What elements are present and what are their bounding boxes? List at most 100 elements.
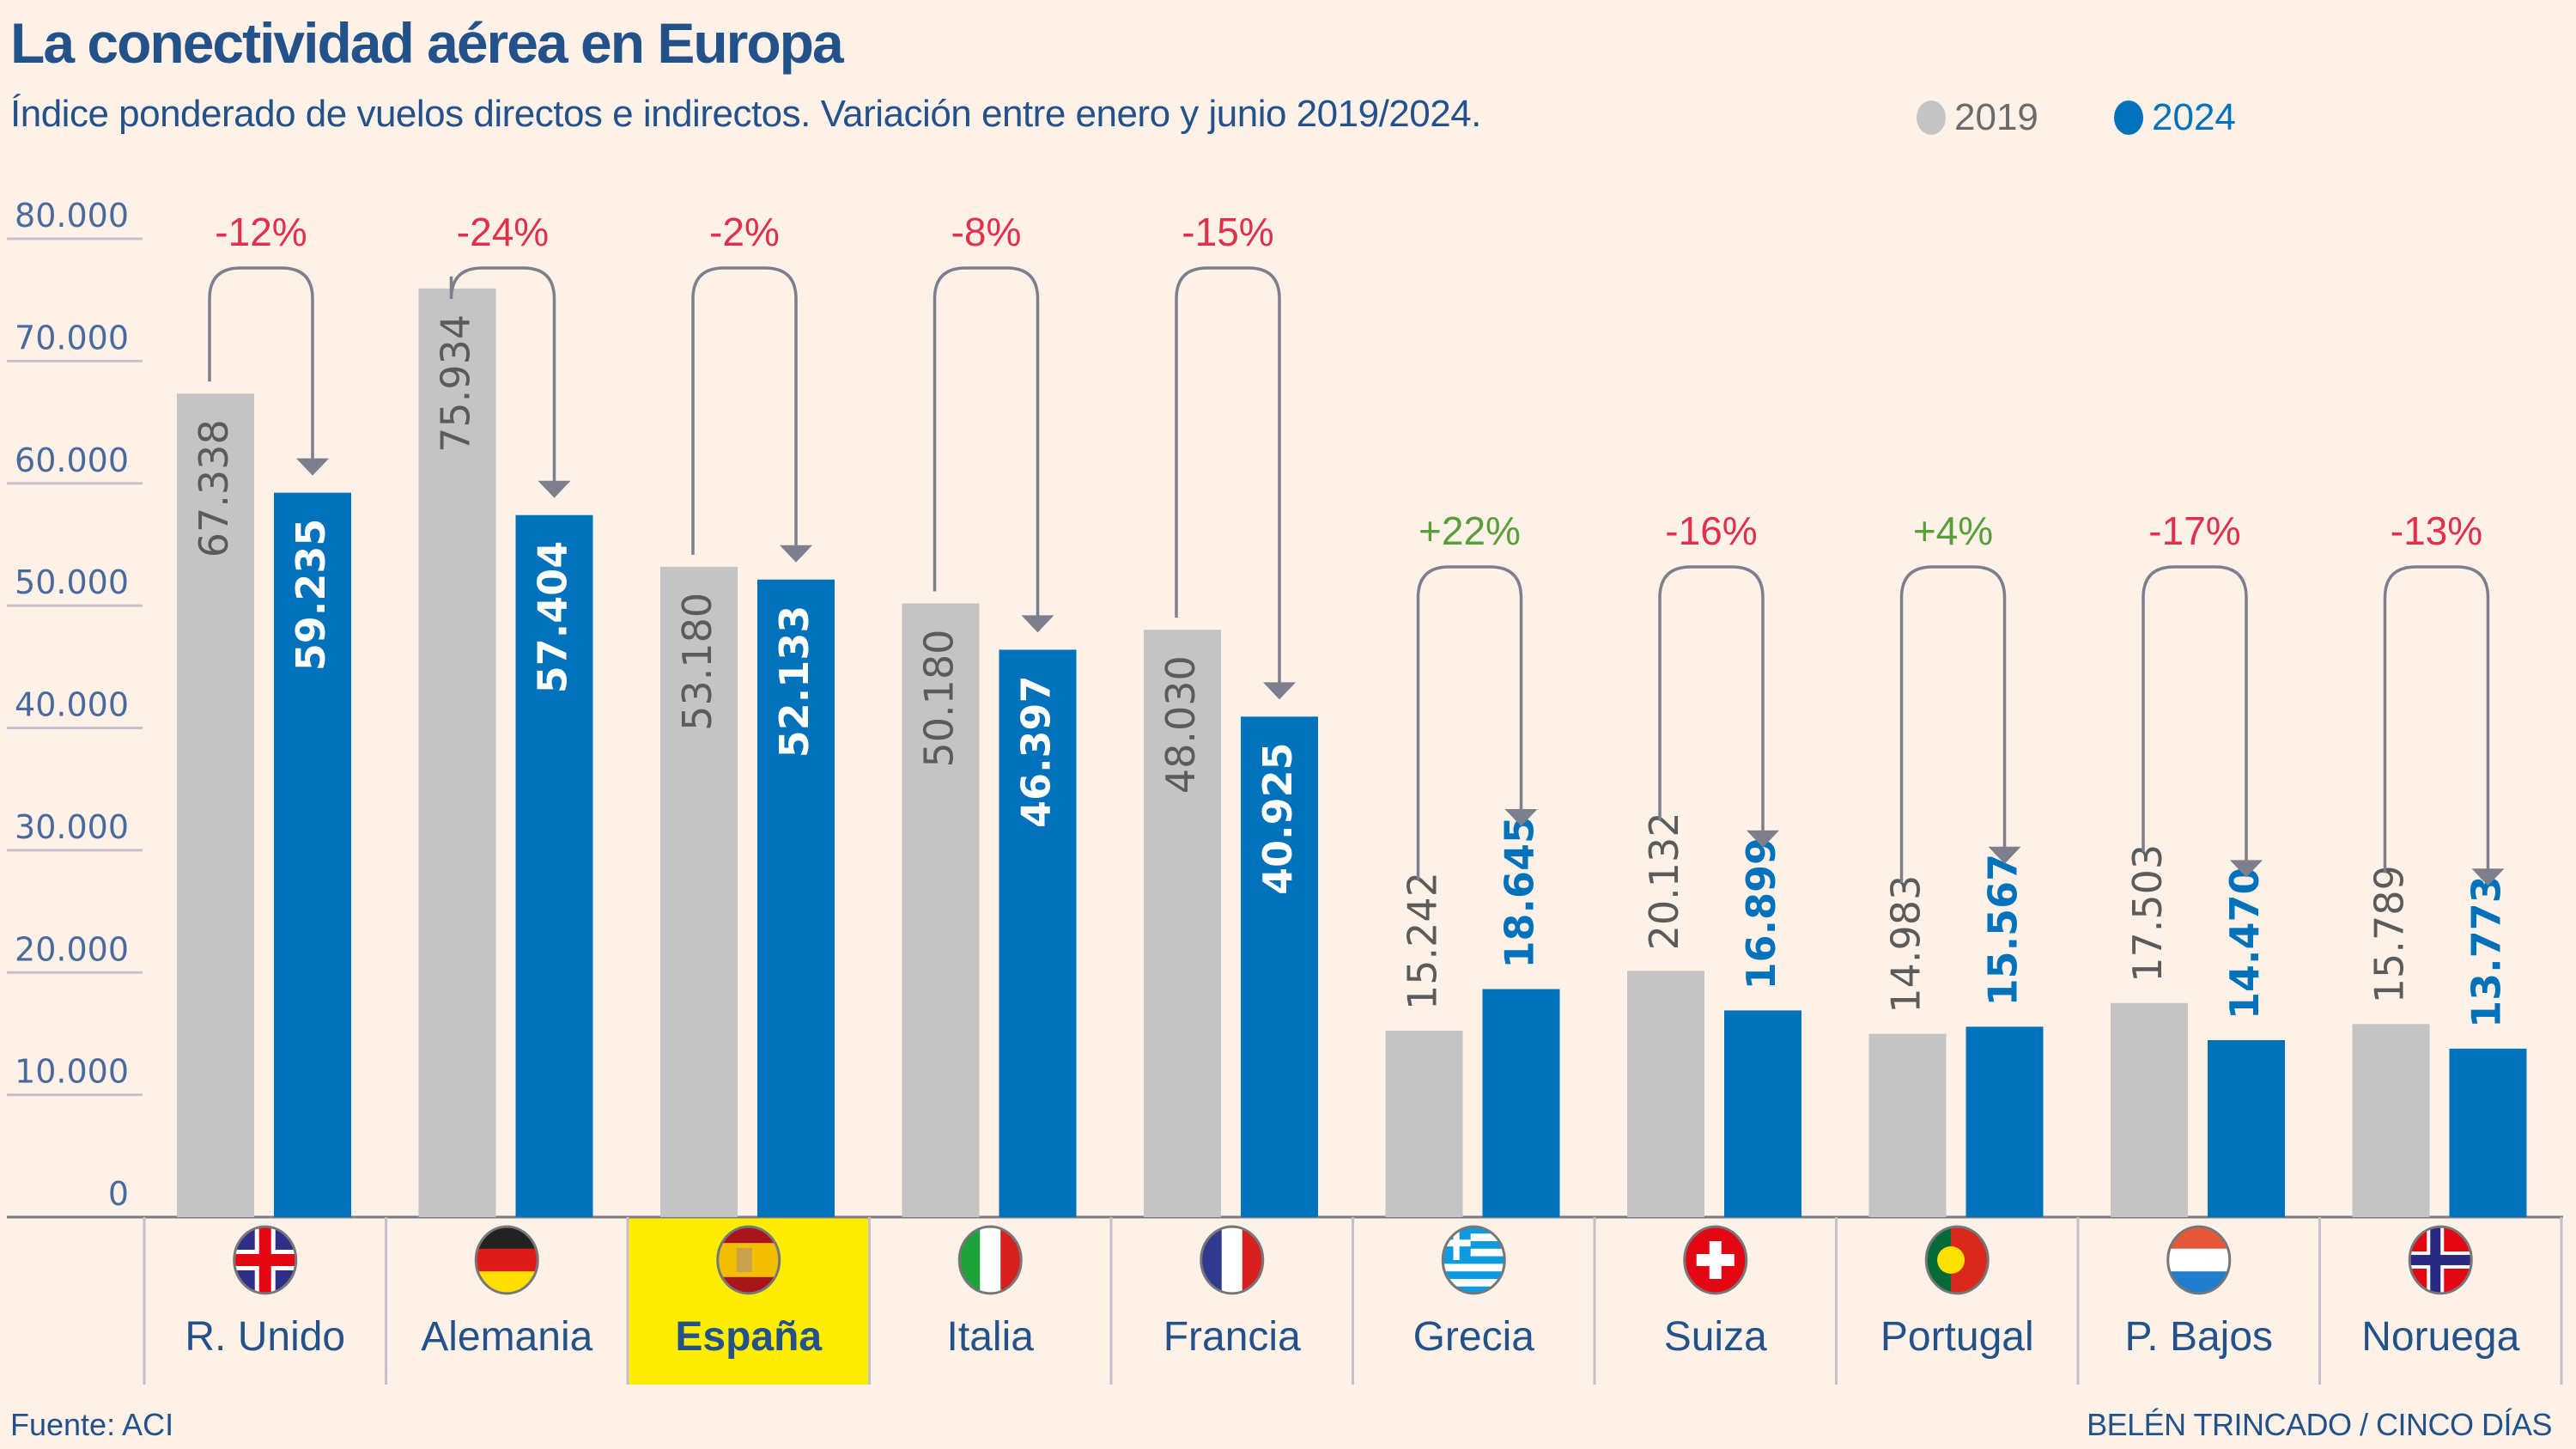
flag-border xyxy=(716,1225,781,1295)
variation-label: -12% xyxy=(215,210,307,254)
arrow-head-icon xyxy=(1504,808,1538,826)
arrow-head-icon xyxy=(1021,615,1054,633)
value-label-2019: 67.338 xyxy=(191,419,237,557)
change-arrow xyxy=(1899,565,2007,883)
value-label-2024: 18.645 xyxy=(1497,816,1543,969)
value-label-2019: 14.983 xyxy=(1883,875,1929,1014)
flag-border xyxy=(233,1225,298,1295)
arrow-head-icon xyxy=(2471,868,2505,886)
category-label: Italia xyxy=(947,1314,1035,1360)
change-arrow xyxy=(2383,565,2490,874)
bar-2024 xyxy=(1241,716,1318,1217)
arrow-head-icon xyxy=(1988,846,2021,864)
value-label-2019: 20.132 xyxy=(1641,812,1687,950)
legend-swatch-2024 xyxy=(2114,100,2143,135)
value-label-2019: 53.180 xyxy=(674,593,720,731)
variation-label: -2% xyxy=(709,210,780,254)
change-arrow xyxy=(208,266,314,460)
arrow-head-icon xyxy=(1747,830,1779,848)
flag-border xyxy=(1200,1225,1265,1295)
arrow-head-icon xyxy=(538,480,571,498)
flag-border xyxy=(1924,1225,1990,1295)
y-tick-label: 50.000 xyxy=(15,563,129,601)
y-tick-label: 80.000 xyxy=(15,197,129,234)
value-label-2024: 40.925 xyxy=(1255,742,1301,895)
variation-label: -16% xyxy=(1665,508,1757,553)
arrow-head-icon xyxy=(780,545,812,563)
value-label-2024: 13.773 xyxy=(2464,875,2510,1028)
bar-2024 xyxy=(515,514,593,1217)
value-label-2024: 15.567 xyxy=(1980,854,2026,1007)
germany-flag-icon xyxy=(476,1227,538,1294)
value-label-2019: 75.934 xyxy=(433,314,479,453)
value-label-2024: 59.235 xyxy=(288,519,334,672)
bar-2019 xyxy=(2111,1002,2188,1217)
category-label: Francia xyxy=(1163,1314,1301,1360)
y-tick-label: 40.000 xyxy=(15,686,129,724)
value-label-2024: 57.404 xyxy=(530,541,576,694)
legend-label-2019: 2019 xyxy=(1954,96,2038,138)
value-label-2019: 15.242 xyxy=(1400,872,1446,1010)
bar-2019 xyxy=(1385,1030,1463,1217)
flag-border xyxy=(1683,1225,1748,1295)
bar-2019 xyxy=(660,566,738,1217)
arrow-head-icon xyxy=(1263,682,1296,700)
bar-2019 xyxy=(1627,971,1704,1217)
value-label-2019: 17.503 xyxy=(2124,844,2171,983)
bar-2024 xyxy=(1965,1026,2044,1217)
category-label: R. Unido xyxy=(185,1314,345,1360)
bar-2024 xyxy=(999,649,1077,1217)
portugal-flag-icon xyxy=(1926,1227,1989,1294)
bar-2024 xyxy=(1482,989,1560,1217)
y-tick-label: 0 xyxy=(108,1175,129,1213)
italy-flag-icon xyxy=(959,1227,1022,1294)
bar-2019 xyxy=(177,393,254,1217)
source-note: Fuente: ACI xyxy=(10,1407,174,1442)
value-label-2024: 52.133 xyxy=(771,606,817,758)
y-tick-label: 30.000 xyxy=(15,808,129,846)
bar-2019 xyxy=(1868,1033,1947,1217)
bar-2019 xyxy=(902,603,980,1217)
legend-item-2024: 2024 xyxy=(2114,96,2236,139)
legend-swatch-2019 xyxy=(1917,100,1946,135)
value-label-2024: 14.470 xyxy=(2221,867,2268,1020)
value-label-2024: 16.899 xyxy=(1738,837,1784,990)
author-credit: BELÉN TRINCADO / CINCO DÍAS xyxy=(2087,1407,2552,1442)
change-arrow xyxy=(1416,565,1523,880)
y-tick-label: 10.000 xyxy=(15,1053,129,1091)
arrow-head-icon xyxy=(2230,860,2263,878)
value-label-2024: 46.397 xyxy=(1013,675,1060,828)
change-arrow xyxy=(691,266,798,555)
y-tick-label: 20.000 xyxy=(15,930,129,968)
change-arrow xyxy=(2142,565,2248,862)
category-label: P. Bajos xyxy=(2124,1314,2273,1360)
flag-border xyxy=(474,1225,539,1295)
category-label: Suiza xyxy=(1664,1314,1767,1360)
legend-label-2024: 2024 xyxy=(2152,96,2236,138)
category-label: Noruega xyxy=(2361,1314,2519,1360)
chart-subtitle: Índice ponderado de vuelos directos e in… xyxy=(10,93,1481,135)
bar-2024 xyxy=(274,492,351,1217)
bar-2024 xyxy=(2449,1048,2527,1217)
variation-label: -17% xyxy=(2148,508,2240,553)
category-label: España xyxy=(675,1314,822,1360)
change-arrow xyxy=(1658,565,1765,832)
switzerland-flag-icon xyxy=(1684,1227,1747,1294)
variation-label: +22% xyxy=(1419,508,1521,553)
change-arrow xyxy=(1175,266,1281,685)
change-arrow xyxy=(449,266,556,483)
flag-border xyxy=(1441,1225,1506,1295)
chart-title: La conectividad aérea en Europa xyxy=(10,11,844,75)
variation-label: -24% xyxy=(457,210,549,254)
category-label: Grecia xyxy=(1413,1314,1535,1360)
bar-2024 xyxy=(1724,1010,1801,1217)
bar-2019 xyxy=(2352,1024,2430,1217)
category-label: Portugal xyxy=(1880,1314,2034,1360)
y-tick-label: 70.000 xyxy=(15,319,129,356)
flag-border xyxy=(957,1225,1023,1295)
arrow-head-icon xyxy=(296,458,329,476)
variation-label: -13% xyxy=(2391,508,2482,553)
value-label-2019: 50.180 xyxy=(916,630,963,768)
value-label-2019: 48.030 xyxy=(1157,655,1204,794)
